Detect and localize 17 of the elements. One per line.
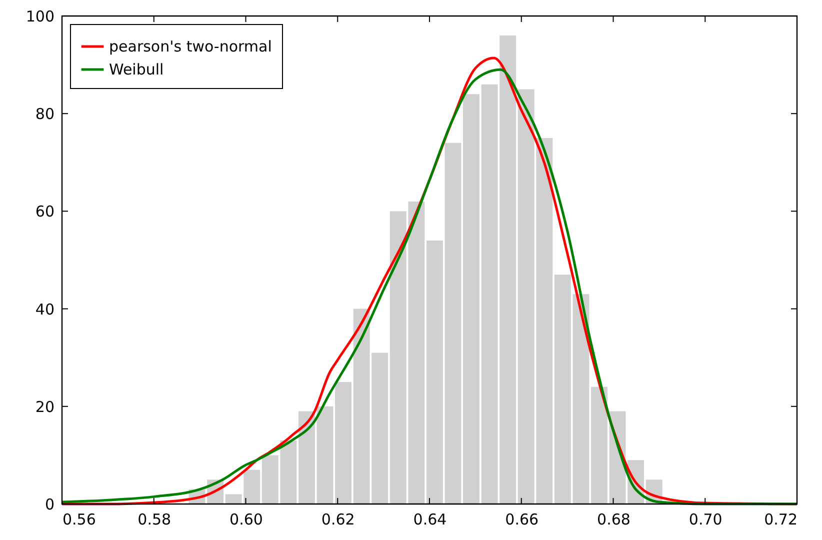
y-tick-label: 80	[35, 105, 54, 124]
y-tick-label: 20	[35, 398, 54, 416]
x-tick-label: 0.62	[321, 510, 355, 528]
x-tick-label: 0.70	[688, 510, 722, 528]
x-tick-label: 0.60	[230, 510, 263, 528]
y-tick-label: 0	[44, 496, 54, 514]
legend-label: Weibull	[109, 60, 164, 78]
x-tick-label: 0.56	[62, 510, 96, 528]
legend-label: pearson's two-normal	[109, 38, 272, 56]
x-tick-label: 0.66	[505, 510, 539, 528]
y-tick-label: 40	[35, 300, 54, 318]
x-tick-label: 0.68	[597, 510, 630, 528]
x-tick-label: 0.58	[138, 510, 172, 528]
x-tick-label: 0.72	[764, 510, 798, 528]
y-tick-label: 60	[35, 202, 54, 221]
x-tick-label: 0.64	[413, 510, 447, 528]
y-tick-label: 100	[26, 8, 54, 26]
